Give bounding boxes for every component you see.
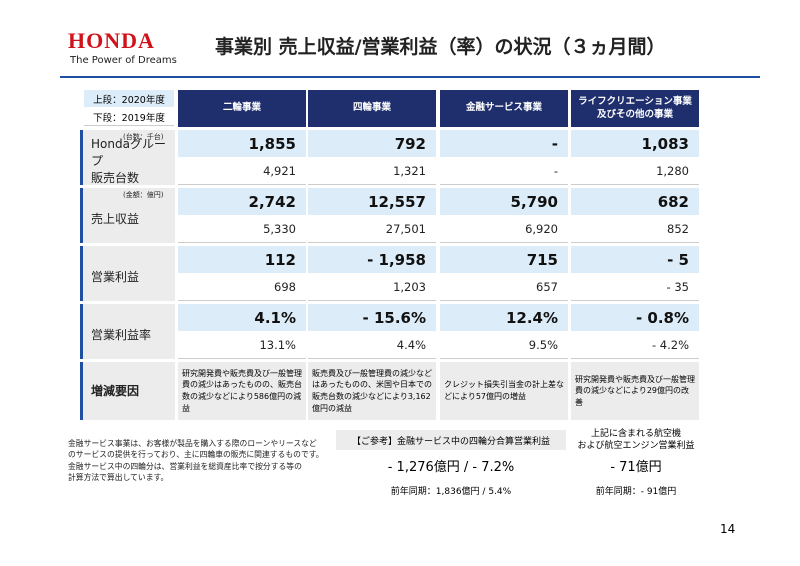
reference-value: - 1,276億円 / - 7.2% <box>387 460 515 475</box>
current-value: 12,557 <box>308 188 436 215</box>
row-label-text: 売上収益 <box>91 211 139 228</box>
factors-label: 増減要因 <box>80 362 175 420</box>
divider <box>60 76 760 78</box>
column-header-line: 二輪事業 <box>222 102 261 114</box>
row-label: 営業利益 <box>80 246 175 301</box>
current-value: 2,742 <box>178 188 306 215</box>
previous-value: 657 <box>440 274 568 301</box>
factor-text: 研究開発費や販売費及び一般管理費の減少などにより29億円の改善 <box>571 362 699 420</box>
aircraft-title-line: 上記に含まれる航空機 <box>590 429 681 439</box>
previous-value: 4,921 <box>178 158 306 185</box>
row-label-text: 営業利益 <box>91 269 139 286</box>
current-value: 715 <box>440 246 568 273</box>
row-label-text: 営業利益率 <box>91 327 151 344</box>
previous-value: 1,280 <box>571 158 699 185</box>
footnote-line: 金融サービス事業は、お客様が製品を購入する際のローンやリースなど <box>68 439 317 448</box>
column-header-line: 四輪事業 <box>352 102 391 114</box>
title: 事業別 売上収益/営業利益（率）の状況（３ヵ月間） <box>215 36 666 58</box>
column-header: ライフクリエーション事業 及びその他の事業 <box>571 90 699 127</box>
footnote-line: のサービスの提供を行っており、主に四輪車の販売に関連するものです。 <box>68 450 324 460</box>
column-header-line: 金融サービス事業 <box>465 102 542 114</box>
current-value: - 15.6% <box>308 304 436 331</box>
previous-value: - 35 <box>571 274 699 301</box>
reference-title: 【ご参考】金融サービス中の四輪分合算営業利益 <box>336 430 566 450</box>
previous-value: 6,920 <box>440 216 568 243</box>
column-header-line: 及びその他の事業 <box>596 108 673 120</box>
aircraft-value: - 71億円 <box>610 460 662 475</box>
aircraft-previous: 前年同期：- 91億円 <box>595 487 677 497</box>
previous-value: 1,321 <box>308 158 436 185</box>
aircraft-title-line: および航空エンジン営業利益 <box>577 441 695 452</box>
row-label-line: 営業利益 <box>91 270 140 285</box>
previous-value: 5,330 <box>178 216 306 243</box>
previous-value: - 4.2% <box>571 332 699 359</box>
row-label-text: Hondaグループ 販売台数 <box>91 136 175 186</box>
tagline: The Power of Dreams <box>70 55 177 66</box>
row-label-line: 営業利益率 <box>91 328 152 343</box>
previous-value: 4.4% <box>308 332 436 359</box>
current-value: - 1,958 <box>308 246 436 273</box>
current-value: 112 <box>178 246 306 273</box>
reference-previous: 前年同期：1,836億円 / 5.4% <box>390 487 512 497</box>
previous-value: 698 <box>178 274 306 301</box>
row-unit: (台数：千台) <box>123 133 164 141</box>
previous-value: - <box>440 158 568 185</box>
current-value: 1,083 <box>571 130 699 157</box>
row-unit: (金額：億円) <box>123 191 164 199</box>
previous-value: 852 <box>571 216 699 243</box>
current-value: 12.4% <box>440 304 568 331</box>
column-header: 二輪事業 <box>178 90 306 127</box>
previous-value: 27,501 <box>308 216 436 243</box>
row-label-line: Hondaグループ <box>91 137 166 169</box>
legend-previous: 下段：2019年度 <box>84 109 174 126</box>
row-label: 営業利益率 <box>80 304 175 359</box>
row-label: (台数：千台) Hondaグループ 販売台数 <box>80 130 175 185</box>
current-value: 682 <box>571 188 699 215</box>
current-value: 5,790 <box>440 188 568 215</box>
row-label-line: 売上収益 <box>91 212 140 227</box>
row-label: (金額：億円) 売上収益 <box>80 188 175 243</box>
current-value: 4.1% <box>178 304 306 331</box>
column-header: 四輪事業 <box>308 90 436 127</box>
factor-text: クレジット損失引当金の計上差などにより57億円の増益 <box>440 362 568 420</box>
footnote: 金融サービス事業は、お客様が製品を購入する際のローンやリースなど のサービスの提供… <box>68 438 324 483</box>
factor-text: 研究開発費や販売費及び一般管理費の減少はあったものの、販売台数の減少などにより5… <box>178 362 306 420</box>
previous-value: 1,203 <box>308 274 436 301</box>
current-value: - 5 <box>571 246 699 273</box>
column-header: 金融サービス事業 <box>440 90 568 127</box>
aircraft-title: 上記に含まれる航空機および航空エンジン営業利益 <box>571 428 701 452</box>
page-number: 14 <box>720 522 736 536</box>
current-value: 1,855 <box>178 130 306 157</box>
logo: HONDA <box>68 28 155 53</box>
column-header-line: ライフクリエーション事業 <box>578 96 692 108</box>
footnote-line: 金融サービス中の四輪分は、営業利益を総資産比率で按分する等の <box>68 461 302 471</box>
row-label-line: 販売台数 <box>91 170 140 185</box>
current-value: 792 <box>308 130 436 157</box>
legend-current: 上段：2020年度 <box>84 90 174 107</box>
current-value: - <box>440 130 568 157</box>
previous-value: 13.1% <box>178 332 306 359</box>
footnote-line: 計算方法で算出しています。 <box>68 472 169 482</box>
factor-text: 販売費及び一般管理費の減少などはあったものの、米国や日本での販売台数の減少などに… <box>308 362 436 420</box>
current-value: - 0.8% <box>571 304 699 331</box>
previous-value: 9.5% <box>440 332 568 359</box>
